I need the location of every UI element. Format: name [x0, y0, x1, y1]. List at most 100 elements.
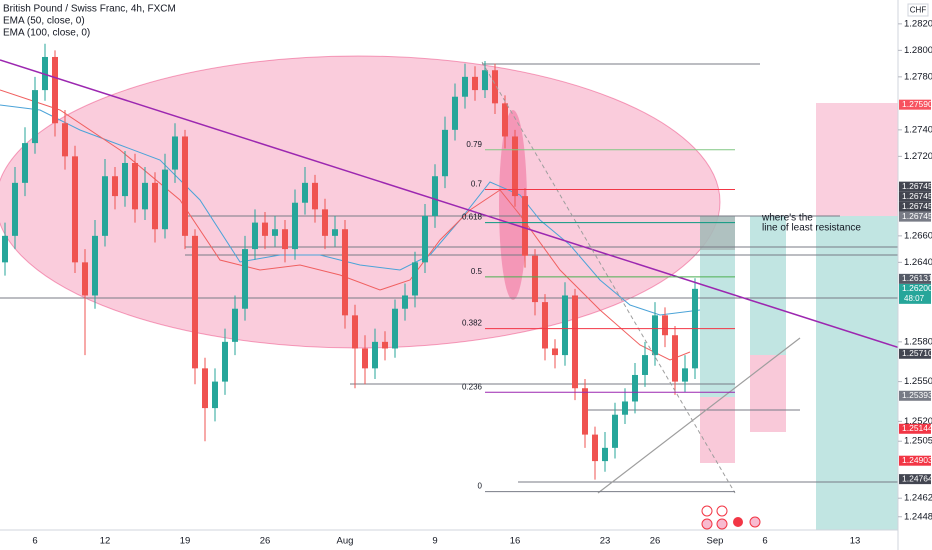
currency-box — [907, 3, 929, 17]
candle-body — [172, 136, 178, 170]
candle-body — [72, 156, 78, 263]
target-zone — [816, 216, 898, 530]
stop-zone — [816, 103, 898, 216]
price-timer: 48:07 — [904, 294, 925, 303]
y-tick-label: 1.24480 — [904, 511, 932, 522]
event-icon — [701, 505, 713, 517]
x-tick-label: 26 — [260, 536, 271, 547]
fib-label: 0.382 — [462, 319, 483, 328]
candle-body — [572, 295, 578, 389]
price-label: 1.24903 — [902, 455, 932, 465]
candle-body — [32, 90, 38, 144]
price-label-box — [899, 390, 931, 401]
candle-body — [122, 162, 128, 197]
price-label-box — [899, 191, 931, 202]
candle-body — [362, 348, 368, 369]
event-icons — [701, 505, 761, 530]
indicator-legend: EMA (100, close, 0) — [3, 28, 90, 39]
trendlines: 0.79 0.7 0.618 0.5 0.382 0.236 0 — [0, 59, 901, 530]
annotation: where's the — [761, 213, 813, 224]
y-tick-label: 1.25500 — [904, 376, 932, 387]
price-label: 1.26745 — [902, 191, 932, 201]
candle-body — [212, 381, 218, 409]
downtrend-line — [0, 59, 901, 349]
candle-body — [162, 169, 168, 230]
stop-zone — [700, 397, 735, 463]
fib-label: 0.618 — [462, 213, 483, 222]
price-label: 1.25144 — [902, 423, 932, 433]
candle-body — [222, 341, 228, 382]
y-tick-label: 1.25050 — [904, 436, 932, 447]
x-tick-label: Aug — [337, 536, 354, 547]
candle-body — [492, 70, 498, 104]
price-label-box — [899, 273, 931, 284]
annotation: line of least resistance — [762, 223, 861, 234]
candle-body — [282, 229, 288, 250]
fib-label: 0.7 — [471, 180, 483, 189]
price-label: 1.26745 — [902, 211, 932, 221]
candle-body — [562, 295, 568, 356]
y-tick-label: 1.25800 — [904, 336, 932, 347]
candle-body — [302, 182, 308, 203]
price-label-box — [899, 201, 931, 212]
candle-body — [642, 355, 648, 375]
x-tick-label: 13 — [850, 536, 861, 547]
x-tick-label: 6 — [32, 536, 37, 547]
price-label-box — [899, 283, 931, 304]
candle-body — [382, 341, 388, 349]
candle-body — [682, 368, 688, 382]
candle-body — [522, 196, 528, 256]
y-tick-label: 1.28200 — [904, 18, 932, 29]
fib-label: 0.79 — [466, 140, 482, 149]
candle-body — [392, 308, 398, 349]
price-label: 1.24764 — [902, 473, 932, 483]
y-tick-label: 1.27400 — [904, 124, 932, 135]
fib-trend — [481, 61, 736, 494]
x-tick-label: 23 — [600, 536, 611, 547]
price-label-box — [899, 348, 931, 359]
candle-body — [412, 262, 418, 296]
candle-body — [452, 96, 458, 130]
candle-body — [132, 162, 138, 210]
candle-body — [62, 123, 68, 157]
candle-body — [102, 176, 108, 236]
candle-body — [92, 235, 98, 296]
candle-body — [472, 76, 478, 91]
candle-body — [82, 262, 88, 296]
candle-body — [142, 182, 148, 210]
candle-body — [442, 129, 448, 177]
candle-body — [22, 143, 28, 183]
x-tick-label: 9 — [432, 536, 437, 547]
ema-100 — [0, 89, 691, 361]
price-label: 1.25710 — [902, 348, 932, 358]
event-icon — [749, 516, 761, 528]
x-tick-label: 12 — [100, 536, 111, 547]
candle-body — [582, 388, 588, 435]
price-label: 1.26745 — [902, 201, 932, 211]
candle-body — [182, 136, 188, 236]
candle-body — [342, 229, 348, 316]
candle-body — [532, 255, 538, 303]
price-label: 1.26745 — [902, 181, 932, 191]
x-tick-label: 6 — [762, 536, 767, 547]
candle-body — [332, 229, 338, 236]
x-tick-label: 19 — [180, 536, 191, 547]
highlight-zone — [700, 216, 735, 250]
candle-body — [462, 76, 468, 97]
candle-body — [612, 414, 618, 448]
price-label-box — [899, 211, 931, 222]
y-tick-label: 1.28000 — [904, 45, 932, 56]
ellipse-small — [499, 110, 527, 300]
price-label-box — [899, 181, 931, 192]
currency: CHF — [910, 6, 927, 15]
candle-body — [322, 209, 328, 236]
candle-body — [42, 56, 48, 91]
candle-body — [262, 222, 268, 236]
drawings — [0, 55, 898, 530]
price-label: 1.27590 — [902, 99, 932, 109]
candle-body — [662, 315, 668, 336]
candle-body — [242, 249, 248, 309]
indicator-legend: EMA (50, close, 0) — [3, 16, 85, 27]
fib-label: 0.5 — [471, 267, 483, 276]
